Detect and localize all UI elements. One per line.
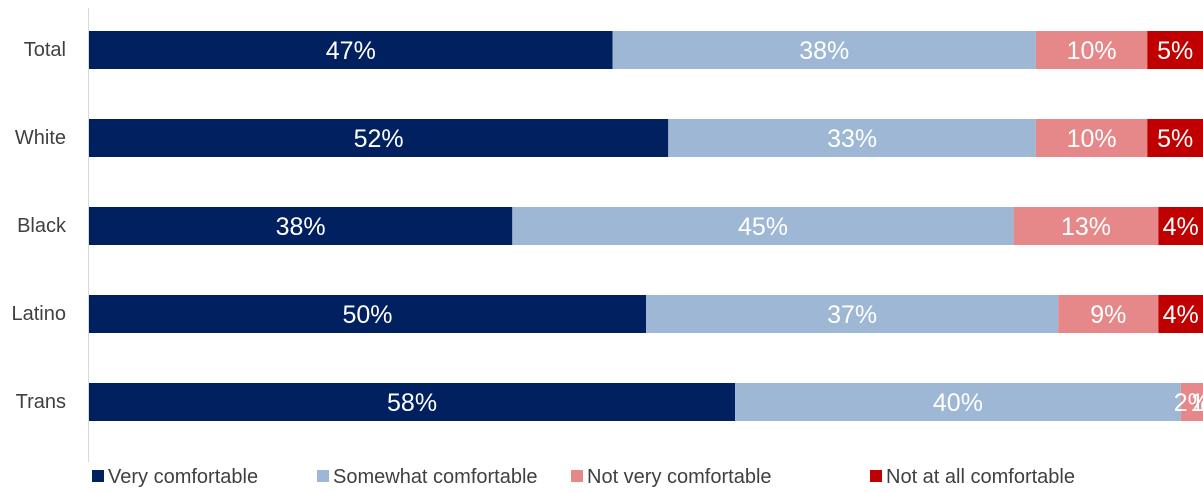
bar-segment-white-very-comfortable <box>89 119 669 157</box>
legend-label-very-comfortable: Very comfortable <box>108 466 258 488</box>
data-label-latino-somewhat-comfortable: 37% <box>827 301 877 329</box>
legend-label-not-at-all-comfortable: Not at all comfortable <box>886 466 1075 488</box>
bar-segment-latino-not-very-comfortable <box>1058 295 1159 333</box>
data-label-black-not-very-comfortable: 13% <box>1061 213 1111 241</box>
data-label-white-very-comfortable: 52% <box>354 125 404 153</box>
bar-segment-trans-somewhat-comfortable <box>735 383 1181 421</box>
bar-segment-black-very-comfortable <box>89 207 513 245</box>
bar-segment-total-very-comfortable <box>89 31 613 69</box>
bar-segment-white-not-at-all-comfortable <box>1147 119 1203 157</box>
bar-segment-trans-very-comfortable <box>89 383 736 421</box>
bar-segment-trans-not-very-comfortable <box>1180 383 1203 421</box>
legend-swatch-not-at-all-comfortable <box>870 470 882 482</box>
category-label-black: Black <box>17 215 67 237</box>
legend-swatch-very-comfortable <box>92 470 104 482</box>
bar-segment-latino-very-comfortable <box>89 295 646 333</box>
category-label-white: White <box>15 127 66 149</box>
bar-segment-black-somewhat-comfortable <box>512 207 1014 245</box>
category-label-trans: Trans <box>16 391 66 413</box>
legend-swatch-not-very-comfortable <box>571 470 583 482</box>
bar-segment-white-somewhat-comfortable <box>668 119 1036 157</box>
data-label-trans-not-at-all-comfortable: 1% <box>1190 389 1203 417</box>
bar-segment-latino-somewhat-comfortable <box>646 295 1059 333</box>
data-label-latino-very-comfortable: 50% <box>342 301 392 329</box>
data-label-white-somewhat-comfortable: 33% <box>827 125 877 153</box>
bar-segment-black-not-very-comfortable <box>1013 207 1159 245</box>
data-label-total-somewhat-comfortable: 38% <box>799 37 849 65</box>
legend-swatch-somewhat-comfortable <box>317 470 329 482</box>
legend-label-not-very-comfortable: Not very comfortable <box>587 466 772 488</box>
data-label-white-not-very-comfortable: 10% <box>1067 125 1117 153</box>
category-label-total: Total <box>24 39 66 61</box>
bar-segment-white-not-very-comfortable <box>1035 119 1148 157</box>
data-label-black-not-at-all-comfortable: 4% <box>1163 213 1199 241</box>
bar-segment-black-not-at-all-comfortable <box>1158 207 1203 245</box>
legend: Very comfortable Somewhat comfortable Not … <box>92 466 1075 488</box>
bar-segment-total-somewhat-comfortable <box>612 31 1036 69</box>
data-label-trans-somewhat-comfortable: 40% <box>933 389 983 417</box>
data-label-total-not-at-all-comfortable: 5% <box>1157 37 1193 65</box>
legend-label-somewhat-comfortable: Somewhat comfortable <box>333 466 538 488</box>
data-label-latino-not-at-all-comfortable: 4% <box>1163 301 1199 329</box>
data-label-white-not-at-all-comfortable: 5% <box>1157 125 1193 153</box>
data-label-total-not-very-comfortable: 10% <box>1067 37 1117 65</box>
bar-segment-latino-not-at-all-comfortable <box>1158 295 1203 333</box>
data-label-trans-very-comfortable: 58% <box>387 389 437 417</box>
data-label-black-very-comfortable: 38% <box>276 213 326 241</box>
bar-segment-total-not-at-all-comfortable <box>1147 31 1203 69</box>
category-label-latino: Latino <box>12 303 67 325</box>
data-label-black-somewhat-comfortable: 45% <box>738 213 788 241</box>
data-label-trans-not-very-comfortable: 2% <box>1174 389 1203 417</box>
data-label-latino-not-very-comfortable: 9% <box>1090 301 1126 329</box>
bar-segment-total-not-very-comfortable <box>1035 31 1148 69</box>
data-label-total-very-comfortable: 47% <box>326 37 376 65</box>
bars-layer: Total 47% 38% 10% 5% White 52% 33% 10% 5% Black 38%… <box>12 31 1203 421</box>
